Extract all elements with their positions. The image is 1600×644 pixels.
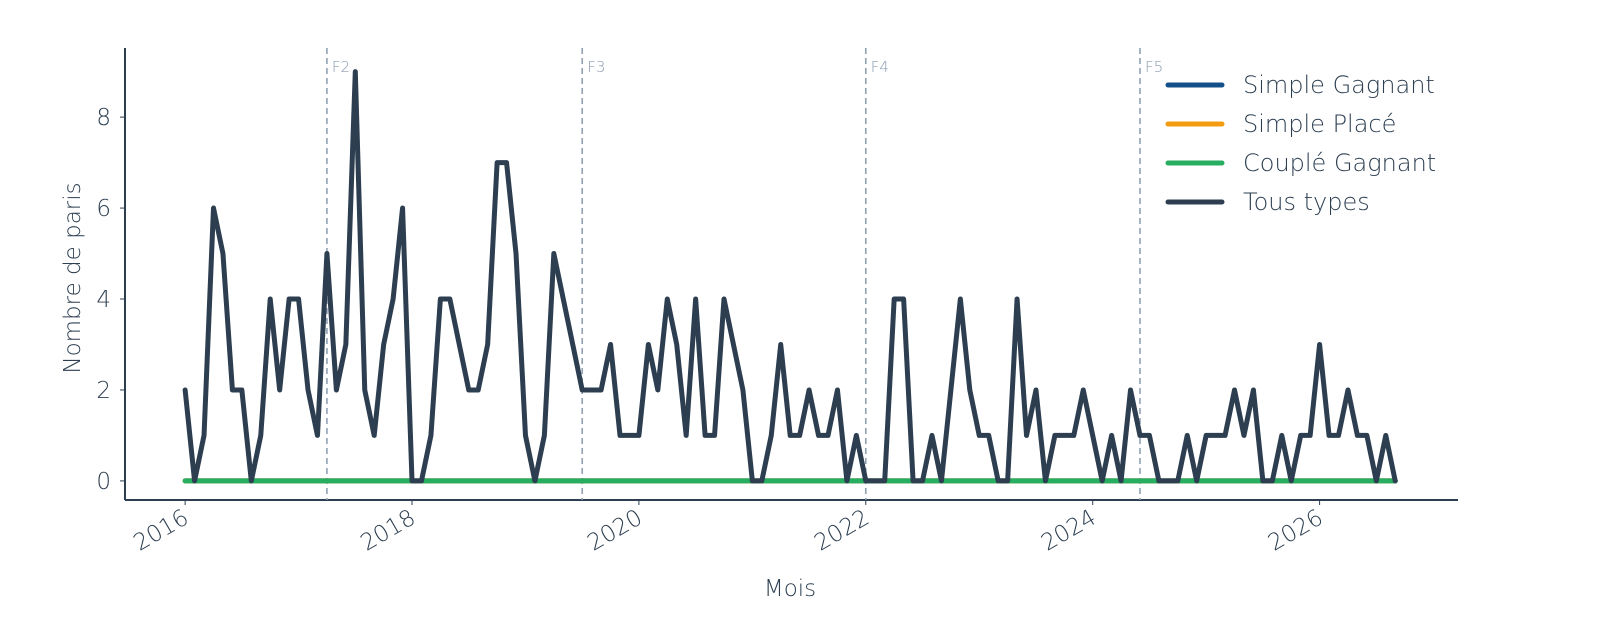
legend-label: Couplé Gagnant	[1243, 149, 1436, 177]
legend-label: Tous types	[1243, 188, 1370, 216]
y-axis-label: Nombre de paris	[60, 182, 86, 373]
y-tick-label: 2	[96, 378, 111, 404]
phase-label: F4	[871, 58, 889, 76]
x-tick-label: 2022	[810, 505, 874, 557]
x-tick-label: 2020	[583, 505, 647, 557]
phase-label: F3	[587, 58, 605, 76]
series-line	[182, 69, 1398, 484]
x-tick-label: 2018	[356, 505, 420, 557]
x-axis-label: Mois	[764, 576, 816, 602]
x-tick-label: 2026	[1264, 505, 1328, 557]
phase-label: F2	[332, 58, 350, 76]
legend-label: Simple Placé	[1243, 110, 1396, 138]
y-tick-label: 8	[96, 105, 111, 131]
y-tick-label: 0	[96, 469, 111, 495]
y-tick-label: 4	[96, 287, 111, 313]
legend-label: Simple Gagnant	[1243, 71, 1435, 99]
x-tick-label: 2024	[1037, 505, 1101, 557]
x-tick-label: 2016	[129, 505, 193, 557]
y-tick-label: 6	[96, 196, 111, 222]
phase-label: F5	[1145, 58, 1163, 76]
